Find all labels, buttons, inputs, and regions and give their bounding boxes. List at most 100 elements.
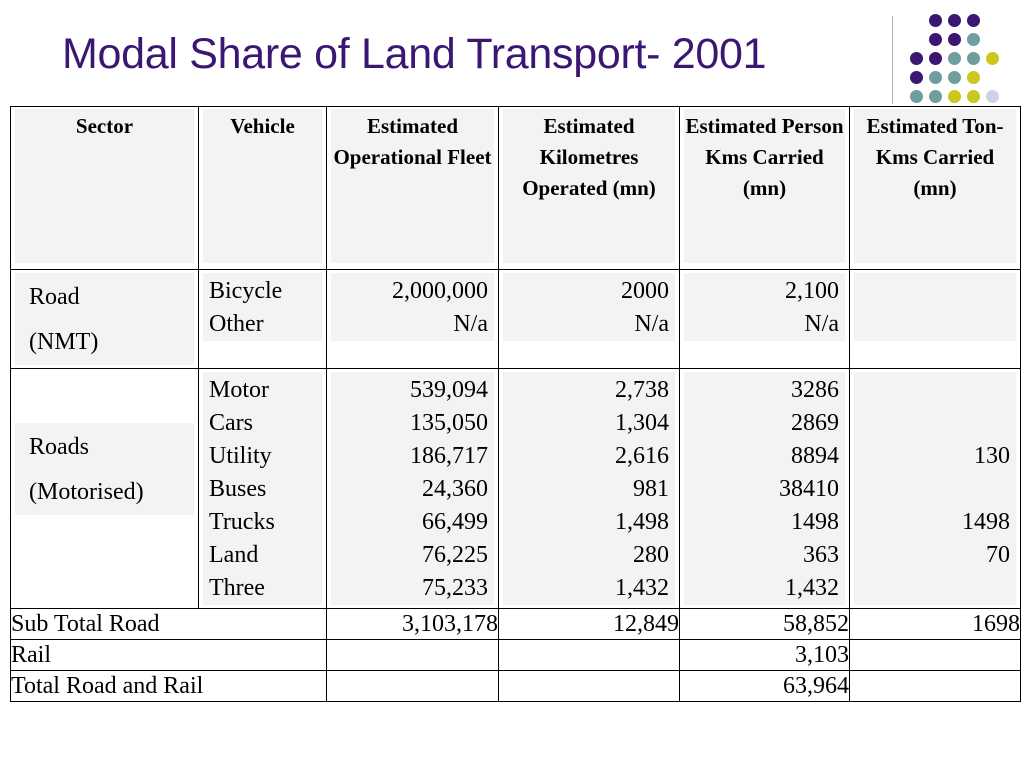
decorative-dot bbox=[929, 33, 942, 46]
decorative-dot bbox=[910, 90, 923, 103]
sector-cell: Road (NMT) bbox=[10, 269, 199, 369]
km-value: 2,616 bbox=[615, 443, 669, 469]
fleet-value: 76,225 bbox=[422, 542, 488, 568]
ton-km-value: ​ bbox=[860, 572, 1010, 605]
person-km-value: 2869 bbox=[791, 410, 839, 436]
km-value: N/a bbox=[634, 311, 669, 337]
decorative-dot bbox=[967, 14, 980, 27]
ton-km-value: 70 bbox=[986, 542, 1010, 568]
person-km-value: 1498 bbox=[791, 509, 839, 535]
decorative-dot bbox=[986, 90, 999, 103]
fleet-value: 66,499 bbox=[422, 509, 488, 535]
decorative-dot bbox=[967, 52, 980, 65]
ton-km-cell: ​​ bbox=[849, 269, 1021, 369]
header-km: Estimated Kilometres Operated (mn) bbox=[498, 106, 680, 270]
person-km-value: 2,100 bbox=[785, 278, 839, 304]
fleet-cell: 2,000,000 N/a bbox=[326, 269, 499, 369]
fleet-cell: 539,094 135,050 186,717 24,360 66,499 76,225 7… bbox=[326, 368, 499, 609]
person-km-value: 3286 bbox=[791, 377, 839, 403]
decorative-dot bbox=[929, 90, 942, 103]
total-label: Sub Total Road bbox=[10, 608, 327, 640]
header-sector: Sector bbox=[10, 106, 199, 270]
subtotal-row: Sub Total Road 3,103,178 12,849 58,852 1698 bbox=[10, 608, 1021, 640]
total-label: Total Road and Rail bbox=[10, 670, 327, 702]
fleet-value: 135,050 bbox=[410, 410, 488, 436]
vehicles-value: Buses bbox=[209, 476, 267, 502]
total-label: Rail bbox=[10, 639, 327, 671]
vehicles-value: Motor bbox=[209, 377, 269, 403]
decorative-dot bbox=[948, 33, 961, 46]
km-value: 1,498 bbox=[615, 509, 669, 535]
ton-km-value: ​ bbox=[860, 473, 1010, 506]
vehicles-value: Utility bbox=[209, 443, 272, 469]
vehicles-value: Land bbox=[209, 542, 259, 568]
fleet-value: 539,094 bbox=[410, 377, 488, 403]
decorative-dot bbox=[910, 52, 923, 65]
decorative-dot bbox=[948, 52, 961, 65]
person-km-value: 1,432 bbox=[785, 575, 839, 601]
header-fleet: Estimated Operational Fleet bbox=[326, 106, 499, 270]
person-km-value: N/a bbox=[804, 311, 839, 337]
decorative-dot bbox=[948, 90, 961, 103]
km-value: 2000 bbox=[621, 278, 669, 304]
vehicle-cell: Motor Cars Utility Buses Trucks Land Three bbox=[198, 368, 327, 609]
header-ton-km: Estimated Ton-Kms Carried (mn) bbox=[849, 106, 1021, 270]
km-value: 280 bbox=[633, 542, 669, 568]
slide-title: Modal Share of Land Transport- 2001 bbox=[62, 30, 767, 78]
ton-km-value: 1498 bbox=[962, 509, 1010, 535]
km-value: 981 bbox=[633, 476, 669, 502]
header-vehicle: Vehicle bbox=[198, 106, 327, 270]
fleet-value: 186,717 bbox=[410, 443, 488, 469]
sector-label: (NMT) bbox=[29, 329, 99, 355]
decorative-dot bbox=[910, 71, 923, 84]
title-divider bbox=[892, 16, 893, 104]
fleet-value: N/a bbox=[453, 311, 488, 337]
decorative-dot bbox=[948, 14, 961, 27]
km-cell: 2000 N/a bbox=[498, 269, 680, 369]
sector-cell: Roads (Motorised) bbox=[10, 368, 199, 609]
decorative-dot bbox=[986, 52, 999, 65]
decorative-dot bbox=[967, 33, 980, 46]
vehicles-value: Bicycle bbox=[209, 278, 283, 304]
decorative-dot-grid bbox=[910, 14, 1010, 110]
decorative-dot bbox=[967, 90, 980, 103]
person-km-total: 3,103 bbox=[679, 639, 850, 671]
person-km-value: 363 bbox=[803, 542, 839, 568]
km-total: 12,849 bbox=[498, 608, 680, 640]
km-total bbox=[498, 670, 680, 702]
decorative-dot bbox=[948, 71, 961, 84]
fleet-total bbox=[326, 639, 499, 671]
person-km-cell: 2,100 N/a bbox=[679, 269, 850, 369]
transport-table: Sector Vehicle Estimated Operational Fle… bbox=[10, 106, 1021, 702]
person-km-value: 38410 bbox=[779, 476, 839, 502]
ton-km-value: ​ bbox=[860, 407, 1010, 440]
km-value: 1,304 bbox=[615, 410, 669, 436]
decorative-dot bbox=[929, 14, 942, 27]
km-value: 1,432 bbox=[615, 575, 669, 601]
km-value: 2,738 bbox=[615, 377, 669, 403]
vehicles-value: Cars bbox=[209, 410, 253, 436]
sector-label: Roads bbox=[29, 434, 89, 460]
header-row: Sector Vehicle Estimated Operational Fle… bbox=[10, 106, 1021, 270]
fleet-total bbox=[326, 670, 499, 702]
rail-row: Rail 3,103 bbox=[10, 639, 1021, 671]
person-km-total: 63,964 bbox=[679, 670, 850, 702]
header-person-km: Estimated Person Kms Carried (mn) bbox=[679, 106, 850, 270]
person-km-cell: 3286 2869 8894 38410 1498 363 1,432 bbox=[679, 368, 850, 609]
ton-km-value: ​ bbox=[860, 275, 1010, 308]
ton-km-value: 130 bbox=[974, 443, 1010, 469]
person-km-value: 8894 bbox=[791, 443, 839, 469]
sector-label: Road bbox=[29, 284, 80, 310]
vehicle-cell: Bicycle Other bbox=[198, 269, 327, 369]
fleet-value: 2,000,000 bbox=[392, 278, 488, 304]
km-total bbox=[498, 639, 680, 671]
motorised-row: Roads (Motorised) Motor Cars Utility Buses Tru… bbox=[10, 368, 1021, 609]
fleet-value: 75,233 bbox=[422, 575, 488, 601]
fleet-value: 24,360 bbox=[422, 476, 488, 502]
vehicles-value: Other bbox=[209, 311, 264, 337]
ton-km-total bbox=[849, 670, 1021, 702]
decorative-dot bbox=[929, 71, 942, 84]
person-km-total: 58,852 bbox=[679, 608, 850, 640]
total-row: Total Road and Rail 63,964 bbox=[10, 670, 1021, 702]
